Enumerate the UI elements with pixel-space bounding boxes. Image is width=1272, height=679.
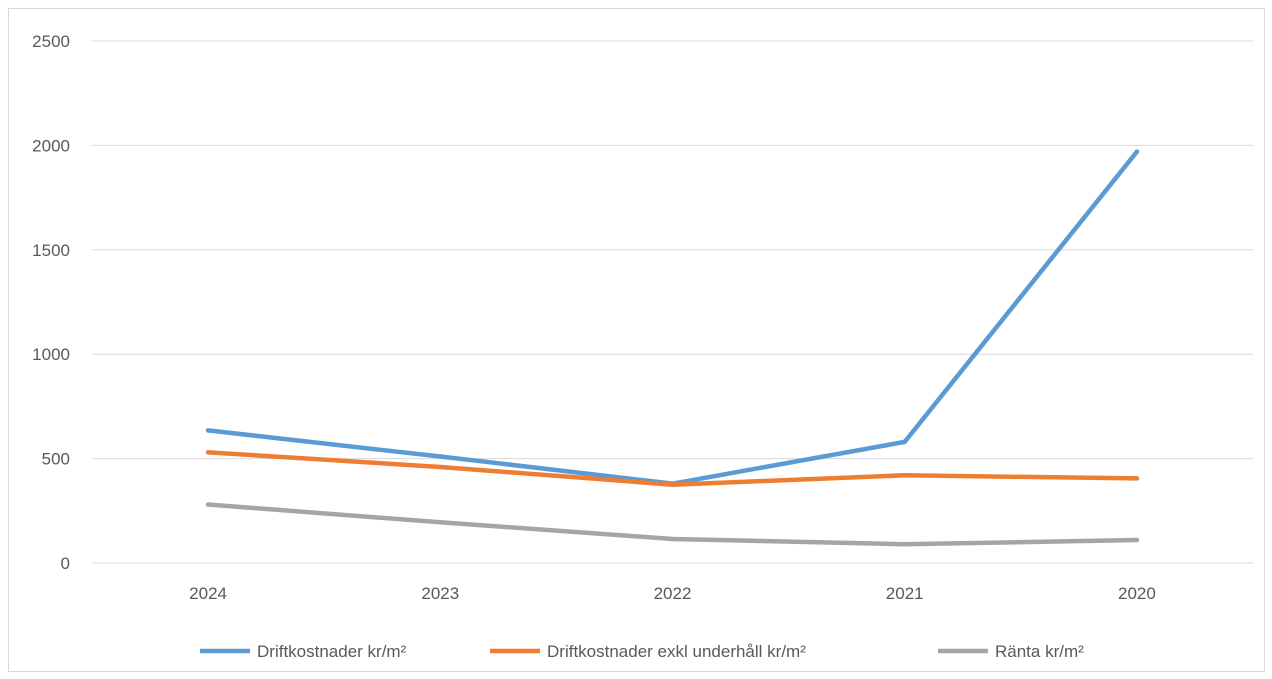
x-tick-label: 2023 — [421, 584, 459, 603]
data-point — [1134, 149, 1140, 154]
x-tick-label: 2020 — [1118, 584, 1156, 603]
data-point — [438, 454, 443, 459]
data-point — [1134, 476, 1140, 481]
x-tick-label: 2021 — [886, 584, 924, 603]
data-point — [438, 464, 443, 470]
data-point — [670, 482, 675, 487]
x-tick-label: 2024 — [189, 584, 227, 603]
x-tick-label: 2022 — [654, 584, 692, 603]
data-point — [902, 473, 907, 478]
y-tick-label: 1500 — [32, 241, 70, 260]
y-tick-label: 0 — [61, 554, 70, 573]
y-axis-tick-labels: 0 500 1000 1500 2000 2500 — [32, 32, 70, 573]
data-point — [438, 520, 443, 525]
series-lines — [205, 149, 1140, 547]
chart-frame — [8, 8, 1265, 672]
data-point — [205, 428, 211, 433]
x-axis-tick-labels: 2024 2023 2022 2021 2020 — [189, 584, 1156, 603]
data-point — [670, 536, 675, 542]
data-point — [1134, 537, 1140, 543]
gridlines — [92, 40, 1253, 460]
data-point — [205, 502, 211, 507]
y-tick-label: 2500 — [32, 32, 70, 51]
y-tick-label: 500 — [42, 450, 70, 469]
y-tick-label: 1000 — [32, 345, 70, 364]
legend-label: Driftkostnader kr/m² — [257, 642, 407, 661]
legend-label: Ränta kr/m² — [995, 642, 1084, 661]
series-line-1 — [205, 149, 1140, 486]
data-point — [205, 450, 211, 455]
data-point — [902, 439, 907, 445]
y-tick-label: 2000 — [32, 136, 70, 155]
series-line-2 — [205, 450, 1140, 487]
legend-label: Driftkostnader exkl underhåll kr/m² — [547, 642, 806, 661]
data-point — [902, 542, 907, 547]
legend: Driftkostnader kr/m² Driftkostnader exkl … — [200, 642, 1084, 661]
